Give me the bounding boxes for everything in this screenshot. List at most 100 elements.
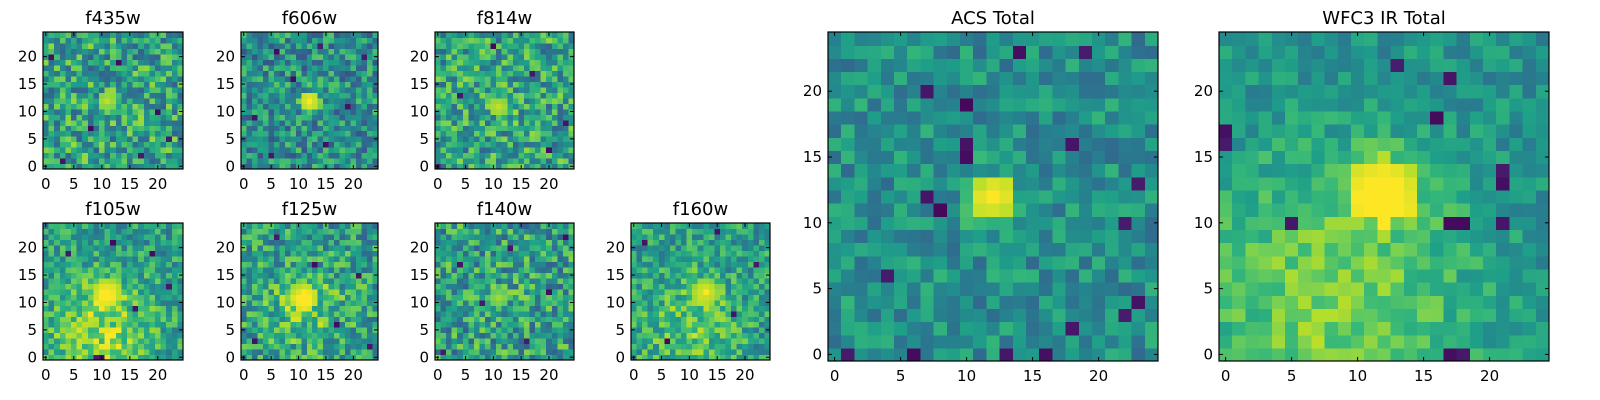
heatmap-cell — [681, 266, 688, 273]
heatmap-cell — [535, 163, 542, 170]
heatmap-cell — [295, 59, 302, 66]
heatmap-cell — [127, 244, 134, 251]
heatmap-cell — [334, 272, 341, 279]
heatmap-cell — [284, 130, 291, 137]
heatmap-cell — [110, 299, 117, 306]
heatmap-cell — [345, 233, 352, 241]
heatmap-cell — [155, 108, 162, 115]
heatmap-cell — [312, 277, 319, 284]
heatmap-cell — [82, 108, 89, 115]
heatmap-cell — [356, 332, 363, 339]
heatmap-cell — [960, 216, 974, 230]
heatmap-cell — [350, 64, 357, 71]
heatmap-cell — [71, 316, 78, 323]
heatmap-cell — [372, 42, 379, 50]
heatmap-cell — [523, 81, 531, 88]
heatmap-cell — [485, 130, 492, 137]
heatmap-cell — [490, 266, 497, 273]
heatmap-cell — [82, 354, 89, 361]
heatmap-cell — [65, 272, 72, 279]
heatmap-cell — [251, 48, 259, 55]
heatmap-cell — [177, 70, 184, 77]
heatmap-cell — [1065, 321, 1080, 336]
heatmap-cell — [440, 338, 447, 345]
heatmap-cell — [647, 343, 654, 350]
heatmap-cell — [284, 283, 291, 290]
heatmap-cell — [350, 305, 357, 312]
heatmap-cell — [367, 343, 374, 350]
heatmap-cell — [546, 136, 553, 143]
heatmap-cell — [568, 75, 575, 82]
heatmap-cell — [132, 272, 139, 279]
heatmap-cell — [507, 136, 514, 143]
heatmap-cell — [490, 283, 497, 290]
heatmap-cell — [82, 163, 89, 170]
heatmap-cell — [317, 239, 324, 246]
heatmap-cell — [328, 321, 335, 328]
heatmap-cell — [490, 343, 497, 350]
heatmap-cell — [361, 53, 368, 60]
heatmap-cell — [143, 48, 150, 55]
heatmap-cell — [920, 295, 935, 309]
heatmap-cell — [501, 32, 508, 39]
heatmap-cell — [43, 141, 50, 148]
heatmap-cell — [562, 338, 570, 345]
heatmap-cell — [529, 32, 536, 39]
heatmap-cell — [692, 288, 699, 295]
y-tick-label: 5 — [615, 321, 625, 339]
heatmap-cell — [295, 108, 302, 115]
heatmap-cell — [540, 158, 547, 165]
heatmap-cell — [127, 272, 134, 279]
heatmap-cell — [71, 305, 78, 312]
heatmap-cell — [127, 92, 134, 99]
heatmap-cell — [273, 277, 280, 284]
heatmap-cell — [894, 282, 908, 296]
heatmap-cell — [290, 277, 297, 284]
heatmap-cell — [367, 321, 374, 328]
heatmap-cell — [907, 347, 921, 362]
heatmap-cell — [535, 233, 542, 241]
heatmap-cell — [257, 223, 264, 230]
heatmap-cell — [306, 37, 313, 44]
heatmap-cell — [457, 321, 464, 328]
heatmap-cell — [681, 277, 688, 284]
heatmap-cell — [317, 141, 324, 148]
heatmap-cell — [658, 327, 665, 334]
heatmap-cell — [496, 119, 503, 126]
heatmap-cell — [731, 310, 738, 317]
heatmap-cell — [48, 75, 55, 82]
heatmap-cell — [675, 321, 682, 328]
heatmap-cell — [435, 321, 442, 328]
heatmap-cell — [642, 349, 649, 356]
heatmap-cell — [647, 321, 654, 328]
heatmap-cell — [43, 250, 50, 257]
heatmap-cell — [496, 354, 503, 361]
heatmap-cell — [562, 59, 570, 66]
heatmap-cell — [440, 86, 447, 93]
heatmap-cell — [160, 103, 167, 110]
axes-frame — [240, 31, 379, 170]
heatmap-cell — [562, 277, 570, 284]
heatmap-cell — [345, 158, 352, 165]
heatmap-cell — [507, 244, 514, 251]
heatmap-cell — [127, 125, 134, 132]
heatmap-cell — [166, 136, 173, 143]
heatmap-cell — [115, 97, 122, 104]
heatmap-cell — [43, 64, 50, 71]
heatmap-cell — [692, 255, 699, 262]
heatmap-cell — [933, 308, 948, 323]
heatmap-cell — [312, 108, 319, 115]
heatmap-cell — [339, 354, 346, 361]
heatmap-cell — [736, 255, 743, 262]
heatmap-cell — [132, 299, 139, 306]
heatmap-cell — [894, 334, 908, 349]
heatmap-cell — [562, 223, 570, 230]
heatmap-cell — [323, 147, 330, 154]
heatmap-cell — [317, 354, 324, 361]
heatmap-cell — [540, 75, 547, 82]
heatmap-cell — [306, 125, 313, 132]
heatmap-cell — [87, 316, 94, 323]
heatmap-cell — [241, 338, 248, 345]
x-tick-label: 20 — [148, 175, 167, 193]
heatmap-cell — [82, 239, 89, 246]
